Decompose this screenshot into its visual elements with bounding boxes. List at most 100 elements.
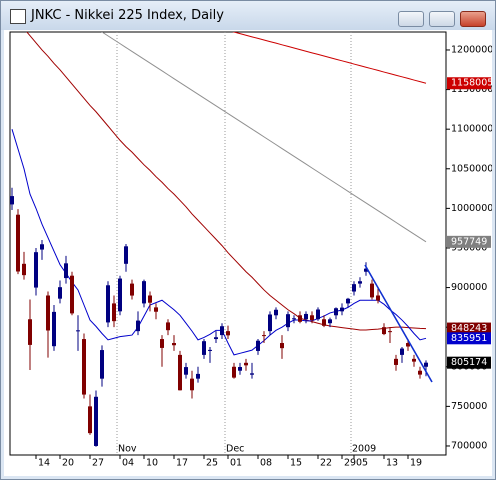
price-box-label: 848243 bbox=[451, 323, 487, 334]
x-tick-label: 14 bbox=[38, 458, 50, 469]
candle-body bbox=[382, 327, 386, 335]
price-box bbox=[447, 235, 491, 248]
price-box bbox=[447, 332, 491, 345]
price-box bbox=[447, 322, 491, 335]
candle-body bbox=[298, 315, 302, 322]
price-box-label: 805174 bbox=[451, 357, 487, 368]
candle-body bbox=[316, 309, 320, 320]
minimize-button[interactable] bbox=[398, 11, 424, 27]
moving-average bbox=[101, 32, 427, 243]
y-tick-label: 1000000 bbox=[451, 203, 492, 214]
x-tick-label: 04 bbox=[122, 458, 134, 469]
candle-body bbox=[424, 362, 428, 367]
window-title: JNKC - Nikkei 225 Index, Daily bbox=[31, 8, 224, 23]
plot-area bbox=[10, 32, 428, 455]
candle-body bbox=[184, 367, 188, 375]
candle-body bbox=[346, 298, 350, 304]
candle-body bbox=[208, 349, 212, 351]
candle-body bbox=[94, 396, 98, 446]
candle-body bbox=[406, 343, 410, 347]
candle-body bbox=[352, 284, 356, 292]
y-tick-label: 1200000 bbox=[451, 44, 492, 55]
x-tick-label: 22 bbox=[320, 458, 332, 469]
candle-body bbox=[370, 283, 374, 298]
period-label: Dec bbox=[226, 444, 244, 455]
title-bar: JNKC - Nikkei 225 Index, Daily bbox=[1, 1, 495, 30]
candle-body bbox=[232, 366, 236, 378]
candle-body bbox=[334, 308, 338, 316]
candle-body bbox=[82, 339, 86, 395]
candle-body bbox=[106, 285, 110, 323]
candle-body bbox=[268, 314, 272, 332]
chart: 7000007500008000008500009000009500001000… bbox=[4, 30, 492, 476]
candle-body bbox=[148, 295, 152, 303]
maximize-button[interactable] bbox=[429, 11, 455, 27]
price-box bbox=[447, 77, 491, 90]
x-tick-label: 15 bbox=[290, 458, 302, 469]
candle-body bbox=[310, 315, 314, 321]
trend-line bbox=[364, 264, 433, 383]
candle-body bbox=[256, 340, 260, 351]
price-box-label: 957749 bbox=[451, 236, 487, 247]
x-tick-label: 20 bbox=[62, 458, 74, 469]
candle-body bbox=[292, 318, 296, 320]
candle-body bbox=[202, 341, 206, 355]
candle-body bbox=[178, 354, 182, 391]
candle-body bbox=[274, 309, 278, 316]
chart-background bbox=[4, 30, 492, 476]
period-label: Nov bbox=[118, 444, 137, 455]
candle-body bbox=[34, 252, 38, 288]
candle-body bbox=[412, 358, 416, 362]
x-tick-label: 13 bbox=[386, 458, 398, 469]
candle-body bbox=[130, 283, 134, 296]
candle-body bbox=[244, 362, 248, 366]
candle-body bbox=[196, 373, 200, 379]
moving-average bbox=[11, 129, 427, 356]
x-tick-label: 05 bbox=[356, 458, 368, 469]
candle-body bbox=[280, 343, 284, 349]
candle-body bbox=[166, 322, 170, 331]
candle-body bbox=[190, 378, 194, 391]
candle-body bbox=[328, 319, 332, 324]
candle-body bbox=[76, 330, 80, 332]
candle-body bbox=[262, 335, 266, 337]
candle-body bbox=[340, 307, 344, 312]
x-tick-label: 29 bbox=[344, 458, 356, 469]
y-tick-label: 1150000 bbox=[451, 84, 492, 95]
candle-body bbox=[70, 275, 74, 314]
candle-body bbox=[88, 406, 92, 434]
price-box-label: 1158005 bbox=[451, 78, 492, 89]
candle-body bbox=[250, 373, 254, 375]
x-tick-label: 17 bbox=[176, 458, 188, 469]
candle-body bbox=[10, 196, 14, 205]
candle-body bbox=[172, 343, 176, 346]
candle-body bbox=[220, 326, 224, 336]
y-tick-label: 700000 bbox=[451, 440, 487, 451]
candle-body bbox=[124, 246, 128, 264]
candle-body bbox=[160, 339, 164, 348]
candle-body bbox=[40, 244, 44, 250]
candle-body bbox=[358, 281, 362, 284]
period-label: 2009 bbox=[352, 444, 376, 455]
candle-body bbox=[100, 350, 104, 379]
candle-body bbox=[418, 370, 422, 375]
candle-body bbox=[58, 287, 62, 299]
candle-body bbox=[322, 319, 326, 326]
candle-body bbox=[16, 214, 20, 272]
candle-body bbox=[388, 331, 392, 333]
candle-body bbox=[112, 303, 116, 322]
candle-body bbox=[394, 358, 398, 365]
close-button[interactable] bbox=[460, 11, 486, 27]
candle-body bbox=[304, 313, 308, 320]
candle-body bbox=[154, 307, 158, 312]
candle-body bbox=[364, 268, 368, 272]
x-tick-label: 19 bbox=[410, 458, 422, 469]
moving-average bbox=[26, 32, 427, 331]
candle-body bbox=[118, 278, 122, 312]
candle-body bbox=[142, 281, 146, 304]
y-tick-label: 750000 bbox=[451, 401, 487, 412]
y-tick-label: 1100000 bbox=[451, 124, 492, 135]
candle-body bbox=[214, 337, 218, 340]
x-tick-label: 01 bbox=[230, 458, 242, 469]
